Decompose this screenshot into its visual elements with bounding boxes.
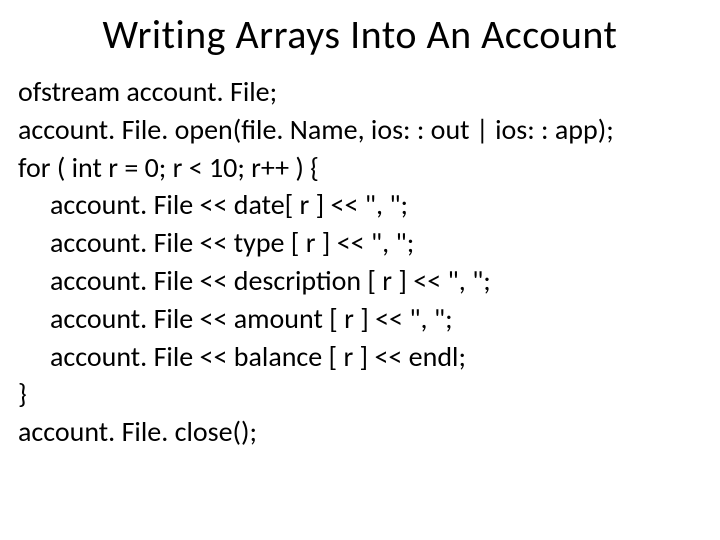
slide-title: Writing Arrays Into An Account: [18, 10, 702, 59]
code-line: account. File << date[ r ] << ", ";: [18, 186, 702, 224]
code-line: account. File << balance [ r ] << endl;: [18, 338, 702, 376]
code-line: for ( int r = 0; r < 10; r++ ) {: [18, 149, 702, 187]
code-line: account. File << type [ r ] << ", ";: [18, 224, 702, 262]
code-line: account. File. close();: [18, 413, 702, 451]
code-line: account. File << amount [ r ] << ", ";: [18, 300, 702, 338]
code-block: ofstream account. File; account. File. o…: [18, 73, 702, 451]
code-line: }: [18, 375, 702, 413]
code-line: ofstream account. File;: [18, 73, 702, 111]
code-line: account. File << description [ r ] << ",…: [18, 262, 702, 300]
code-line: account. File. open(file. Name, ios: : o…: [18, 111, 702, 149]
